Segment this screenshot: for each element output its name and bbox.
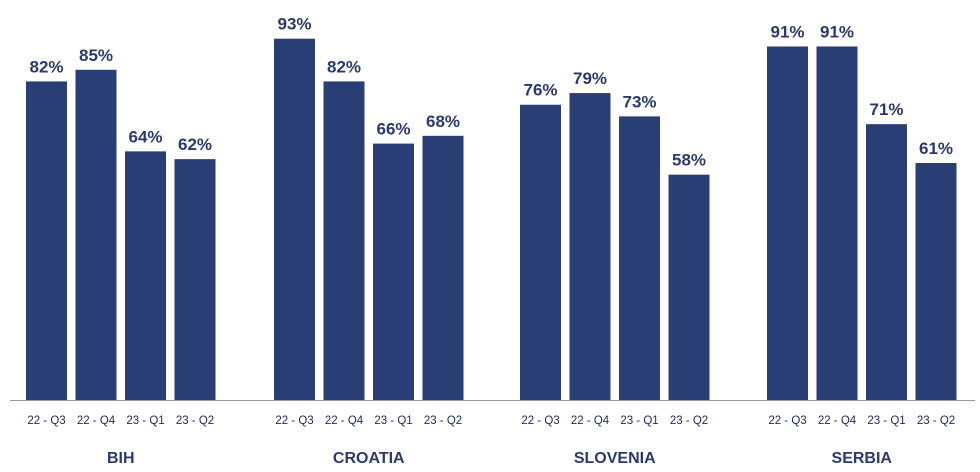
group-label-serbia: SERBIA	[832, 450, 893, 467]
data-label: 82%	[327, 57, 361, 76]
bar-serbia-4	[915, 163, 957, 400]
x-tick-label: 23 - Q1	[374, 415, 412, 427]
data-label: 91%	[820, 22, 854, 41]
x-tick-label: 22 - Q3	[275, 415, 313, 427]
data-label: 68%	[426, 112, 460, 131]
group-label-croatia: CROATIA	[333, 450, 405, 467]
x-tick-label: 23 - Q2	[424, 415, 462, 427]
data-label: 82%	[29, 57, 63, 76]
x-tick-label: 22 - Q3	[768, 415, 806, 427]
bar-bih-4	[174, 159, 216, 400]
data-label: 85%	[79, 46, 113, 65]
bar-serbia-2	[816, 46, 858, 401]
data-label: 64%	[128, 127, 162, 146]
data-label: 93%	[277, 15, 311, 34]
bar-bih-3	[125, 151, 166, 400]
x-tick-label: 23 - Q2	[670, 415, 708, 427]
x-tick-label: 22 - Q4	[325, 415, 364, 427]
bar-croatia-2	[323, 81, 365, 401]
group-label-bih: BIH	[107, 450, 135, 467]
bar-bih-1	[26, 81, 67, 401]
x-tick-label: 22 - Q4	[818, 415, 857, 427]
bar-serbia-3	[866, 124, 907, 400]
x-tick-label: 22 - Q4	[571, 415, 610, 427]
bar-croatia-3	[373, 143, 414, 400]
bar-serbia-1	[767, 46, 808, 401]
x-tick-label: 22 - Q3	[521, 415, 559, 427]
data-label: 79%	[573, 69, 607, 88]
data-label: 71%	[869, 100, 903, 119]
x-tick-label: 23 - Q1	[867, 415, 905, 427]
bar-slovenia-4	[668, 174, 710, 400]
data-label: 58%	[672, 151, 706, 170]
labels-layer: 82% 22 - Q3 85% 22 - Q4 64% 23 - Q1 62% 23 - Q2…	[27, 15, 955, 467]
data-label: 76%	[523, 81, 557, 100]
bar-slovenia-2	[569, 93, 611, 401]
data-label: 61%	[919, 139, 953, 158]
bar-croatia-4	[422, 135, 464, 400]
x-tick-label: 22 - Q3	[27, 415, 65, 427]
bar-croatia-1	[274, 38, 315, 400]
x-tick-label: 22 - Q4	[77, 415, 116, 427]
data-label: 91%	[770, 22, 804, 41]
x-tick-label: 23 - Q1	[620, 415, 658, 427]
x-tick-label: 23 - Q2	[917, 415, 955, 427]
group-label-slovenia: SLOVENIA	[574, 450, 656, 467]
data-label: 73%	[622, 92, 656, 111]
x-tick-label: 23 - Q1	[126, 415, 164, 427]
x-tick-label: 23 - Q2	[176, 415, 214, 427]
data-label: 62%	[178, 135, 212, 154]
bar-bih-2	[75, 69, 117, 401]
data-label: 66%	[376, 120, 410, 139]
bars-layer	[26, 38, 957, 401]
bar-slovenia-3	[619, 116, 660, 401]
bar-slovenia-1	[520, 104, 561, 401]
